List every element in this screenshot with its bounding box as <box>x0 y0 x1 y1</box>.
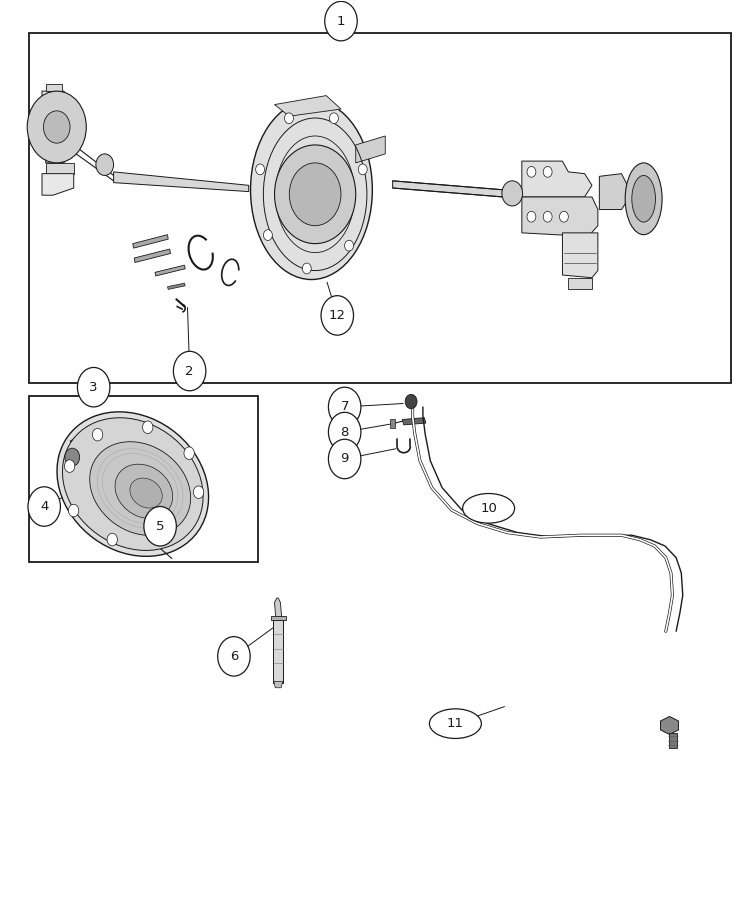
Circle shape <box>330 112 339 123</box>
Circle shape <box>527 166 536 177</box>
Circle shape <box>302 263 311 274</box>
Polygon shape <box>46 163 74 174</box>
Circle shape <box>543 212 552 222</box>
Polygon shape <box>46 84 62 91</box>
Text: 7: 7 <box>340 400 349 413</box>
Circle shape <box>193 486 204 499</box>
Text: 10: 10 <box>480 502 497 515</box>
Text: 2: 2 <box>185 364 194 377</box>
Ellipse shape <box>625 163 662 235</box>
Polygon shape <box>660 716 679 734</box>
Polygon shape <box>274 598 282 622</box>
Circle shape <box>328 412 361 452</box>
Text: 11: 11 <box>447 717 464 730</box>
Polygon shape <box>568 278 592 289</box>
Polygon shape <box>150 534 161 545</box>
Polygon shape <box>42 91 74 129</box>
Polygon shape <box>402 418 426 425</box>
Circle shape <box>502 181 522 206</box>
Circle shape <box>142 421 153 434</box>
Text: 8: 8 <box>340 426 349 438</box>
Circle shape <box>44 111 70 143</box>
Polygon shape <box>522 161 592 197</box>
Text: 4: 4 <box>40 500 48 513</box>
Circle shape <box>93 428 103 441</box>
Circle shape <box>218 636 250 676</box>
Ellipse shape <box>62 418 203 551</box>
Polygon shape <box>134 249 170 263</box>
Bar <box>30 32 731 382</box>
Text: 1: 1 <box>336 14 345 28</box>
Ellipse shape <box>57 412 209 556</box>
Polygon shape <box>599 174 628 210</box>
Circle shape <box>28 487 61 526</box>
Circle shape <box>64 460 75 473</box>
Circle shape <box>27 91 86 163</box>
Circle shape <box>173 351 206 391</box>
Polygon shape <box>155 266 185 276</box>
Polygon shape <box>522 197 598 237</box>
Circle shape <box>107 534 117 545</box>
Polygon shape <box>273 681 282 688</box>
Bar <box>30 396 259 562</box>
Circle shape <box>264 230 273 240</box>
Text: 6: 6 <box>230 650 238 663</box>
Polygon shape <box>391 418 395 427</box>
Circle shape <box>289 163 341 226</box>
Polygon shape <box>70 436 84 448</box>
Polygon shape <box>271 616 285 620</box>
Circle shape <box>405 394 417 409</box>
Polygon shape <box>133 235 168 248</box>
Ellipse shape <box>632 176 656 222</box>
Circle shape <box>527 212 536 222</box>
Circle shape <box>285 112 293 123</box>
Circle shape <box>543 166 552 177</box>
Circle shape <box>77 367 110 407</box>
Circle shape <box>328 439 361 479</box>
Polygon shape <box>42 174 74 195</box>
Polygon shape <box>274 95 341 116</box>
Polygon shape <box>273 620 283 683</box>
Circle shape <box>328 387 361 427</box>
Circle shape <box>274 145 356 244</box>
Circle shape <box>325 2 357 40</box>
Polygon shape <box>562 233 598 278</box>
Polygon shape <box>393 181 503 197</box>
Polygon shape <box>167 284 185 290</box>
Circle shape <box>65 448 79 466</box>
Polygon shape <box>46 129 74 163</box>
Text: 5: 5 <box>156 520 165 533</box>
Polygon shape <box>356 136 385 163</box>
Circle shape <box>345 240 353 251</box>
Text: 3: 3 <box>90 381 98 393</box>
Circle shape <box>321 296 353 335</box>
Text: 12: 12 <box>329 309 346 322</box>
Ellipse shape <box>90 442 190 536</box>
Circle shape <box>68 504 79 517</box>
Ellipse shape <box>430 709 482 739</box>
Circle shape <box>559 212 568 222</box>
Circle shape <box>184 447 194 460</box>
Circle shape <box>359 164 368 175</box>
Ellipse shape <box>462 493 514 523</box>
Polygon shape <box>669 733 677 748</box>
Ellipse shape <box>250 100 372 280</box>
Circle shape <box>163 527 173 540</box>
Circle shape <box>256 164 265 175</box>
Circle shape <box>96 154 113 176</box>
Text: 9: 9 <box>340 453 349 465</box>
Circle shape <box>144 507 176 546</box>
Ellipse shape <box>130 478 162 508</box>
Polygon shape <box>113 172 249 192</box>
Ellipse shape <box>115 464 173 518</box>
